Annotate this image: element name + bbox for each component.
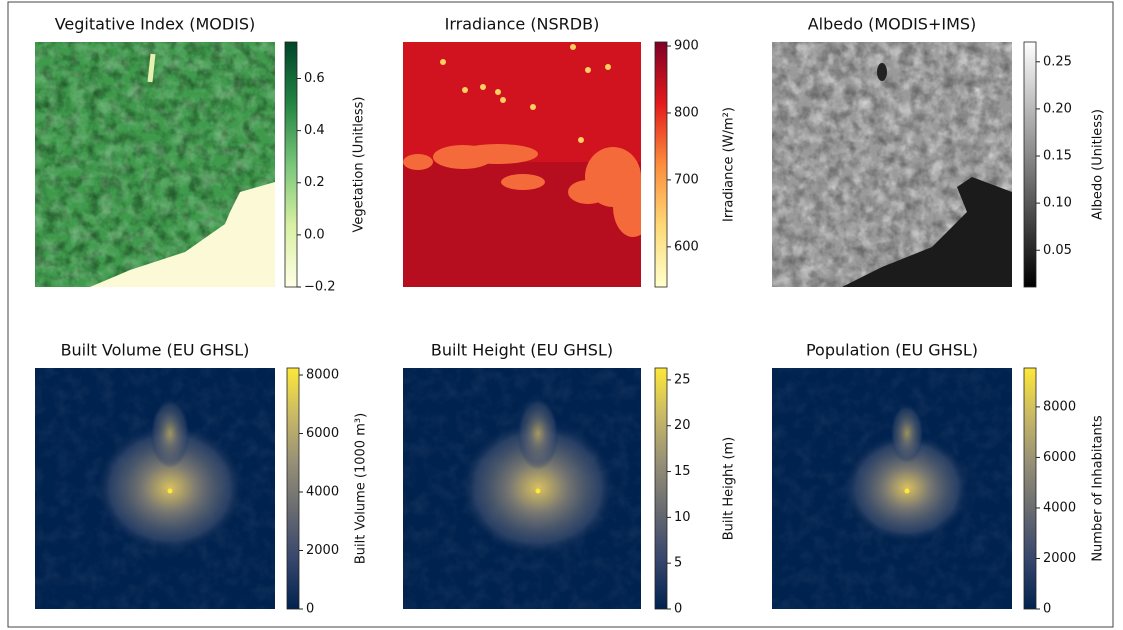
image-dot — [578, 137, 584, 143]
heatmap-image — [772, 42, 1012, 287]
image-core — [905, 489, 910, 494]
colorbar-tick-label: 15 — [674, 464, 691, 479]
colorbar-tick-label: 0.05 — [1043, 243, 1072, 258]
panel: Irradiance (NSRDB) 600 700 800 900 Irradiance… — [403, 15, 737, 288]
panel-title: Population (EU GHSL) — [806, 341, 978, 360]
colorbar-tick-label: 0 — [674, 602, 682, 617]
image-blob — [613, 177, 653, 237]
colorbar-tick-label: 25 — [674, 372, 691, 387]
heatmap-image — [403, 368, 641, 609]
colorbar-tick-label: 6000 — [1043, 450, 1076, 465]
colorbar-tick-label: 8000 — [1043, 399, 1076, 414]
colorbar — [1024, 42, 1036, 287]
colorbar-tick-label: 20 — [674, 418, 691, 433]
panel: Albedo (MODIS+IMS) 0.05 0.10 0.15 0.20 0.25 Al… — [772, 15, 1106, 288]
colorbar-tick-label: 0.4 — [304, 123, 325, 138]
colorbar-tick-label: 4000 — [1043, 500, 1076, 515]
image-city — [517, 396, 559, 470]
panel-title: Built Height (EU GHSL) — [431, 341, 613, 360]
colorbar — [1024, 368, 1036, 609]
colorbar-label: Irradiance (W/m²) — [722, 107, 737, 222]
colorbar-tick-label: 0.6 — [304, 71, 325, 86]
colorbar-tick-label: −0.2 — [304, 280, 336, 295]
colorbar-tick-label: 10 — [674, 510, 691, 525]
panel-title: Irradiance (NSRDB) — [445, 15, 600, 34]
colorbar-tick-label: 0.20 — [1043, 101, 1072, 116]
colorbar-label: Built Height (m) — [722, 437, 737, 541]
heatmap-image — [35, 368, 275, 609]
panel-title: Built Volume (EU GHSL) — [61, 341, 250, 360]
colorbar-label: Vegetation (Unitless) — [352, 97, 367, 233]
image-core — [536, 489, 541, 494]
image-dot — [440, 59, 446, 65]
image-blob — [568, 180, 608, 204]
colorbar-tick-label: 0.0 — [304, 227, 325, 242]
colorbar-tick-label: 900 — [674, 39, 699, 54]
colorbar-tick-label: 5 — [674, 556, 682, 571]
colorbar — [285, 42, 297, 287]
figure: Vegitative Index (MODIS) −0.2 0.0 0.2 0.4 0.6… — [0, 0, 1123, 630]
image-dot — [500, 97, 506, 103]
colorbar-tick-label: 600 — [674, 239, 699, 254]
colorbar-tick-label: 2000 — [306, 543, 339, 558]
colorbar-tick-label: 0.2 — [304, 175, 325, 190]
image-dot — [585, 67, 591, 73]
image-city — [150, 398, 190, 468]
colorbar — [655, 42, 667, 287]
panel: Built Height (EU GHSL) 0 5 10 15 20 25 Built He… — [403, 341, 737, 617]
panel: Vegitative Index (MODIS) −0.2 0.0 0.2 0.4 0.6… — [35, 15, 367, 295]
image-blob — [403, 154, 433, 170]
colorbar-tick-label: 800 — [674, 105, 699, 120]
image-dot — [495, 89, 501, 95]
colorbar-label: Albedo (Unitless) — [1091, 109, 1106, 220]
image-core — [168, 489, 173, 494]
image-dot — [605, 64, 611, 70]
image-dot — [480, 84, 486, 90]
image-dot — [462, 87, 468, 93]
colorbar-tick-label: 6000 — [306, 426, 339, 441]
panel: Population (EU GHSL) 0 2000 4000 6000 8000 Num… — [772, 341, 1106, 617]
heatmap-image — [772, 368, 1012, 609]
panel: Built Volume (EU GHSL) 0 2000 4000 6000 8000 B… — [35, 341, 369, 617]
colorbar-tick-label: 0 — [306, 602, 314, 617]
colorbar-tick-label: 4000 — [306, 485, 339, 500]
heatmap-image — [35, 42, 275, 287]
image-river — [150, 54, 153, 82]
colorbar — [287, 368, 299, 609]
panel-title: Vegitative Index (MODIS) — [55, 15, 256, 34]
colorbar-tick-label: 2000 — [1043, 551, 1076, 566]
image-dot — [530, 104, 536, 110]
image-blob — [501, 174, 545, 190]
image-blob — [458, 144, 538, 164]
colorbar-tick-label: 0 — [1043, 602, 1051, 617]
colorbar-tick-label: 0.10 — [1043, 196, 1072, 211]
colorbar — [655, 368, 667, 609]
panel-title: Albedo (MODIS+IMS) — [808, 15, 977, 34]
colorbar-label: Number of Inhabitants — [1091, 415, 1106, 562]
colorbar-tick-label: 8000 — [306, 368, 339, 383]
image-lake — [877, 63, 887, 81]
image-city — [890, 403, 924, 463]
colorbar-label: Built Volume (1000 m³) — [354, 413, 369, 564]
colorbar-tick-label: 0.15 — [1043, 149, 1072, 164]
colorbar-tick-label: 0.25 — [1043, 54, 1072, 69]
image-dot — [570, 44, 576, 50]
heatmap-image — [403, 42, 653, 287]
colorbar-tick-label: 700 — [674, 172, 699, 187]
